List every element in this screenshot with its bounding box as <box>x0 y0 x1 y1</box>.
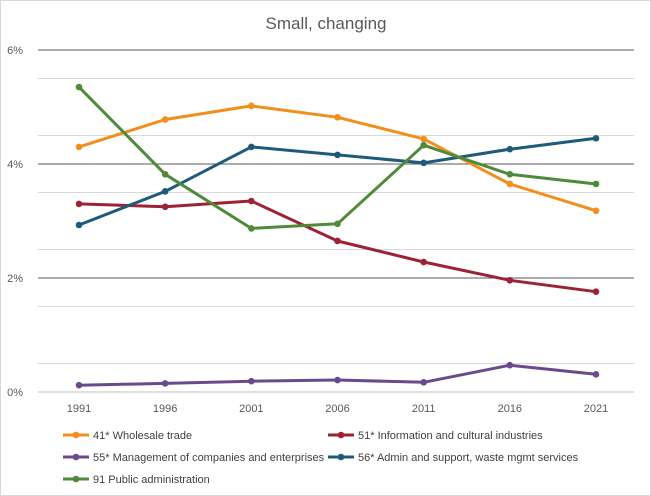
x-tick-label: 1996 <box>153 403 177 415</box>
series <box>75 197 600 295</box>
series <box>75 361 600 389</box>
data-point <box>506 276 514 284</box>
gridlines <box>38 49 634 393</box>
data-point <box>248 143 255 151</box>
x-tick-label: 2006 <box>325 403 349 415</box>
data-point <box>420 135 427 143</box>
x-tick-label: 2016 <box>498 403 522 415</box>
series <box>75 83 600 232</box>
data-point <box>75 381 83 389</box>
x-tick-label: 1991 <box>67 403 91 415</box>
legend: 41* Wholesale trade 51* Information and c… <box>63 430 579 486</box>
data-point <box>420 258 427 266</box>
legend-item: 51* Information and cultural industries <box>328 430 543 442</box>
data-point <box>161 380 169 387</box>
legend-item: 91 Public administration <box>63 474 210 486</box>
series <box>75 102 600 215</box>
data-point <box>592 207 600 215</box>
legend-label: 41* Wholesale trade <box>93 430 192 442</box>
data-point <box>592 180 600 188</box>
legend-label: 55* Management of companies and enterpri… <box>93 452 325 464</box>
data-point <box>248 102 255 110</box>
data-point <box>75 200 83 208</box>
data-point <box>420 141 427 149</box>
data-point <box>334 220 341 228</box>
data-point <box>75 83 83 91</box>
legend-label: 56* Admin and support, waste mgmt servic… <box>358 452 579 464</box>
legend-item: 56* Admin and support, waste mgmt servic… <box>328 452 579 464</box>
data-point <box>506 170 514 178</box>
data-point <box>506 361 514 369</box>
x-tick-label: 2011 <box>412 403 436 415</box>
x-tick-label: 2021 <box>584 403 608 415</box>
series <box>75 135 600 229</box>
series-line <box>77 136 598 227</box>
data-point <box>592 135 600 142</box>
data-point <box>334 376 341 384</box>
legend-item: 41* Wholesale trade <box>63 430 192 442</box>
data-point <box>161 116 169 123</box>
data-point <box>161 170 169 178</box>
data-point <box>420 159 427 167</box>
series-lines <box>75 83 600 389</box>
y-tick-label: 0% <box>7 387 23 399</box>
legend-marker <box>72 431 80 439</box>
data-point <box>75 221 83 229</box>
data-point <box>592 288 600 295</box>
legend-marker <box>72 453 80 461</box>
y-axis-ticks: 0% 2% 4% 6% <box>7 45 23 399</box>
data-point <box>506 145 514 153</box>
data-point <box>506 180 514 188</box>
data-point <box>248 197 255 205</box>
legend-marker <box>72 475 80 483</box>
y-tick-label: 2% <box>7 273 23 285</box>
x-tick-label: 2001 <box>239 403 263 415</box>
chart-title: Small, changing <box>266 14 387 33</box>
legend-label: 91 Public administration <box>93 474 210 486</box>
data-point <box>248 225 255 232</box>
data-point <box>248 377 255 385</box>
y-tick-label: 4% <box>7 159 23 171</box>
y-tick-label: 6% <box>7 45 23 57</box>
data-point <box>161 188 169 195</box>
legend-label: 51* Information and cultural industries <box>358 430 543 442</box>
x-axis-ticks: 1991 1996 2001 2006 2011 2016 2021 <box>67 403 608 415</box>
data-point <box>592 371 600 378</box>
data-point <box>334 113 341 121</box>
data-point <box>334 237 341 245</box>
data-point <box>161 203 169 211</box>
legend-item: 55* Management of companies and enterpri… <box>63 452 325 464</box>
legend-marker <box>337 431 345 439</box>
data-point <box>334 151 341 159</box>
data-point <box>75 143 83 151</box>
legend-marker <box>337 453 345 461</box>
data-point <box>420 379 427 386</box>
